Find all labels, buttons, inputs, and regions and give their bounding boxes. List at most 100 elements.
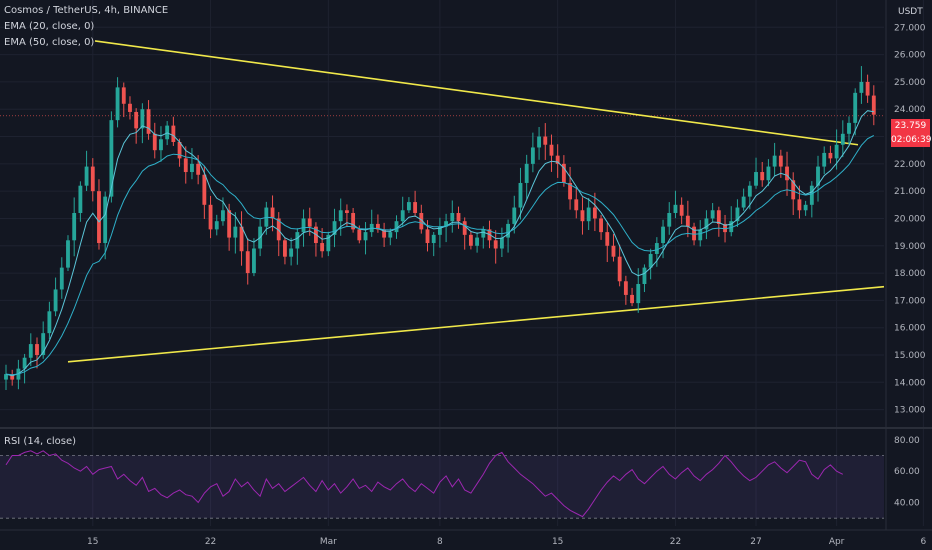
candle-body — [828, 152, 833, 159]
candle-body — [202, 174, 207, 205]
candle-body — [301, 218, 306, 233]
candle-body — [152, 133, 157, 151]
candle-body — [177, 142, 182, 159]
candle-body — [816, 166, 820, 186]
candle-body — [568, 182, 572, 200]
candle-body — [611, 245, 616, 257]
candle-body — [146, 109, 151, 134]
candle-body — [382, 229, 387, 238]
candle-body — [190, 163, 194, 173]
time-tick-label: 15 — [552, 537, 563, 547]
ema20-line — [5, 110, 874, 377]
candle-body — [530, 147, 535, 164]
candle-body — [72, 213, 77, 241]
candle-body — [419, 213, 424, 230]
candle-body — [53, 289, 58, 312]
candle-body — [679, 204, 684, 216]
price-tick-label: 25.000 — [894, 78, 926, 88]
candle-body — [128, 103, 132, 112]
candle-body — [406, 202, 411, 211]
lower-trendline — [67, 285, 885, 363]
candle-body — [22, 357, 27, 369]
time-tick-label: Mar — [320, 537, 337, 547]
candle-body — [388, 232, 393, 238]
bar-countdown: 02:06:39 — [891, 135, 932, 145]
candle-body — [295, 232, 300, 249]
candle-body — [661, 226, 665, 244]
candle-body — [754, 172, 758, 186]
rsi-line — [5, 450, 844, 518]
candle-body — [140, 109, 145, 129]
ema50-line — [5, 135, 875, 376]
candle-body — [506, 223, 511, 238]
candle-body — [41, 333, 46, 355]
candle-body — [555, 155, 560, 164]
candle-body — [735, 207, 740, 222]
price-tick-label: 26.000 — [894, 51, 926, 61]
candle-body — [785, 166, 789, 181]
time-tick-label: 22 — [670, 537, 681, 547]
candle-body — [270, 207, 275, 219]
time-tick-label: 22 — [205, 537, 216, 547]
candle-body — [481, 229, 486, 238]
candle-body — [617, 256, 622, 282]
price-tick-label: 20.000 — [894, 214, 926, 224]
candle-body — [673, 204, 678, 213]
candle-body — [654, 243, 659, 254]
ema-lines — [5, 110, 875, 377]
candle-body — [338, 210, 343, 222]
candle-body — [537, 136, 541, 148]
price-tick-label: 15.000 — [894, 351, 926, 361]
candle-body — [115, 87, 120, 121]
candle-body — [524, 163, 529, 183]
candle-body — [431, 234, 436, 244]
candle-body — [159, 139, 163, 151]
candle-body — [97, 191, 101, 244]
candle-body — [723, 223, 727, 233]
time-tick-label: 15 — [87, 537, 98, 547]
candle-body — [121, 87, 126, 104]
rsi-band-fill — [0, 455, 884, 519]
candle-body — [840, 133, 845, 145]
price-tick-label: 18.000 — [894, 269, 926, 279]
candle-body — [729, 221, 734, 233]
candle-body — [710, 210, 715, 219]
candle-body — [741, 196, 746, 208]
triangle-trendlines — [67, 40, 885, 363]
candle-body — [320, 243, 325, 252]
candle-body — [667, 213, 672, 227]
candle-body — [394, 221, 399, 233]
candle-body — [375, 223, 380, 230]
time-tick-label: 27 — [750, 537, 761, 547]
candle-body — [351, 213, 356, 230]
candlestick-series — [4, 66, 876, 390]
candle-body — [766, 166, 771, 181]
last-price-badge[interactable]: 23.759 02:06:39 — [891, 119, 932, 147]
candle-body — [245, 251, 250, 274]
candle-body — [444, 221, 449, 227]
candle-body — [871, 95, 876, 115]
candle-body — [134, 111, 139, 129]
candle-body — [549, 144, 554, 156]
candle-body — [772, 155, 777, 167]
candle-body — [425, 229, 430, 244]
price-tick-label: 13.000 — [894, 406, 926, 416]
candle-body — [698, 229, 703, 241]
candle-body — [78, 185, 83, 213]
price-tick-label: 14.000 — [894, 378, 926, 388]
candle-body — [692, 226, 696, 241]
time-tick-label: 6 — [921, 537, 927, 547]
candle-body — [797, 199, 802, 211]
candle-body — [208, 204, 213, 230]
candle-body — [834, 144, 839, 159]
candle-body — [586, 207, 591, 222]
candle-body — [468, 234, 473, 246]
candle-body — [233, 226, 238, 238]
candle-body — [822, 152, 827, 167]
candle-body — [456, 213, 461, 222]
candle-body — [437, 226, 442, 235]
candle-body — [276, 218, 281, 241]
rsi-tick-label: 80.00 — [894, 436, 920, 446]
candle-body — [630, 294, 634, 304]
